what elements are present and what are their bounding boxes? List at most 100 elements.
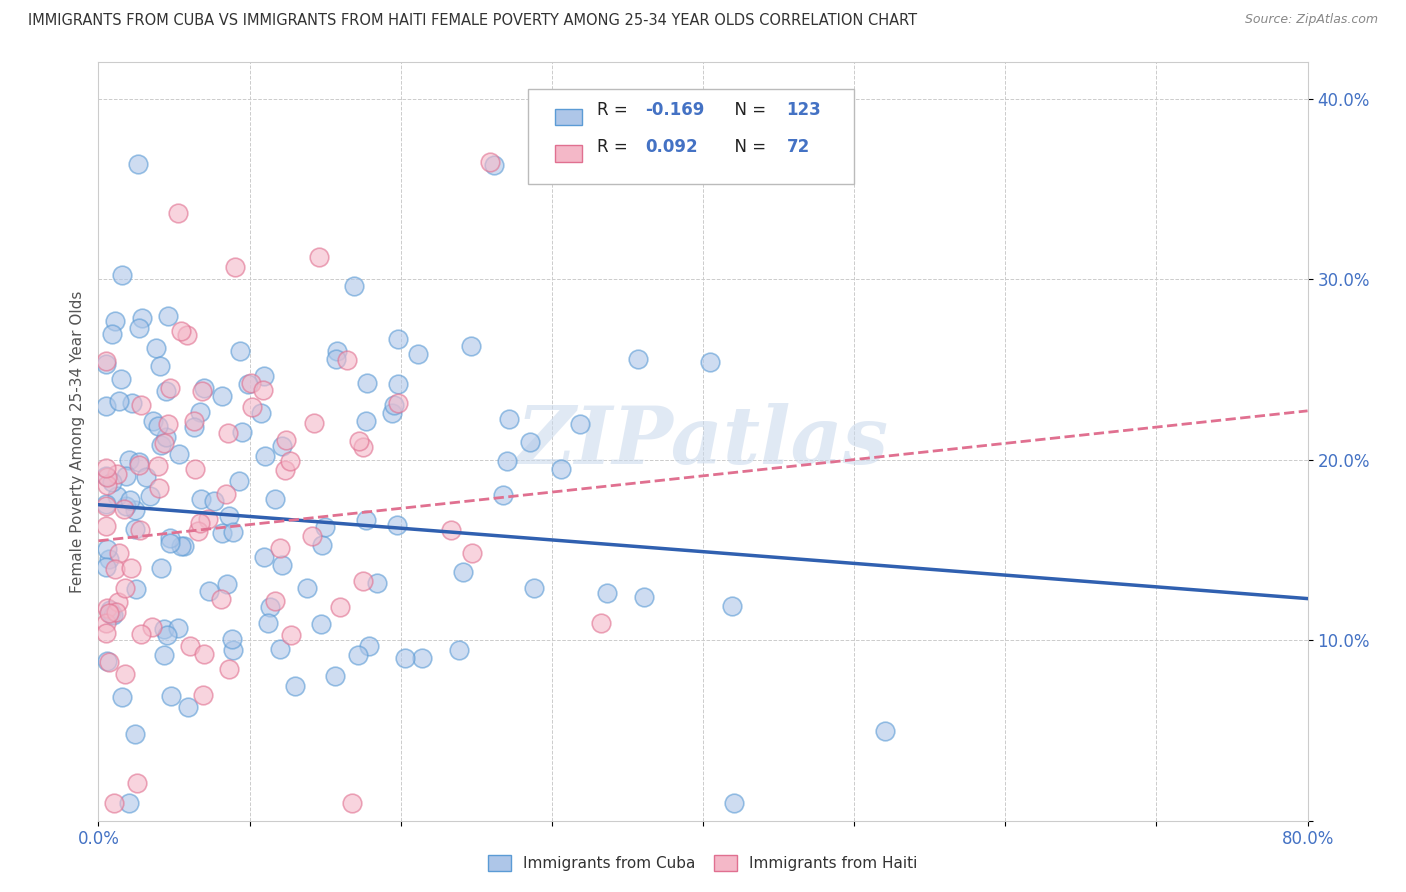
Point — [460, 339, 482, 353]
Point — [479, 154, 502, 169]
Point — [94, 354, 117, 368]
Point — [124, 522, 146, 536]
Point — [105, 467, 128, 481]
Point — [115, 469, 138, 483]
Point — [187, 524, 209, 538]
Point — [387, 333, 409, 347]
Point — [721, 599, 744, 614]
Point — [394, 650, 416, 665]
Point — [156, 628, 179, 642]
Point — [142, 414, 165, 428]
Point — [114, 500, 136, 514]
Y-axis label: Female Poverty Among 25-34 Year Olds: Female Poverty Among 25-34 Year Olds — [69, 291, 84, 592]
Point — [190, 491, 212, 506]
Point — [114, 667, 136, 681]
Point — [94, 399, 117, 413]
Point — [498, 411, 520, 425]
Point — [323, 669, 346, 683]
Point — [356, 376, 378, 391]
Point — [340, 796, 363, 810]
Point — [329, 600, 352, 615]
Point — [211, 389, 233, 403]
Point — [217, 426, 239, 441]
Point — [129, 524, 152, 538]
Text: Source: ZipAtlas.com: Source: ZipAtlas.com — [1244, 13, 1378, 27]
Point — [193, 647, 215, 661]
Point — [301, 529, 323, 543]
Point — [523, 581, 546, 595]
Point — [198, 584, 221, 599]
Point — [112, 502, 135, 516]
Point — [170, 539, 193, 553]
Point — [183, 414, 205, 428]
Point — [253, 550, 276, 565]
Point — [280, 454, 302, 468]
Point — [591, 616, 613, 631]
Point — [347, 648, 370, 663]
Point — [257, 615, 280, 630]
Point — [218, 508, 240, 523]
FancyBboxPatch shape — [555, 109, 582, 126]
Point — [108, 546, 131, 560]
Text: 0.092: 0.092 — [645, 137, 697, 155]
Point — [633, 590, 655, 604]
Point — [280, 628, 302, 642]
Point — [202, 494, 225, 508]
Point — [271, 558, 294, 573]
Point — [101, 608, 124, 623]
Point — [284, 679, 307, 693]
Point — [492, 488, 515, 502]
Point — [160, 689, 183, 703]
Point — [229, 343, 252, 358]
Point — [347, 434, 370, 449]
Point — [240, 376, 263, 390]
Point — [191, 688, 214, 702]
Text: N =: N = — [724, 101, 770, 120]
Point — [97, 655, 120, 669]
Point — [148, 418, 170, 433]
Point — [326, 343, 349, 358]
Point — [129, 398, 152, 412]
Point — [153, 648, 176, 662]
Point — [141, 620, 163, 634]
Point — [387, 517, 409, 532]
Point — [169, 324, 191, 338]
Point — [236, 377, 259, 392]
Point — [343, 278, 366, 293]
Point — [460, 546, 482, 560]
Point — [354, 513, 377, 527]
Point — [120, 560, 142, 574]
Point — [253, 369, 276, 384]
Point — [269, 641, 291, 656]
Point — [309, 616, 332, 631]
Text: ZIPatlas: ZIPatlas — [517, 403, 889, 480]
Point — [125, 582, 148, 597]
Point — [183, 420, 205, 434]
Text: -0.169: -0.169 — [645, 101, 704, 120]
Point — [96, 470, 118, 484]
Point — [211, 525, 233, 540]
Point — [252, 384, 274, 398]
Point — [96, 542, 118, 557]
Point — [352, 440, 374, 454]
Point — [188, 516, 211, 531]
Point — [264, 491, 287, 506]
Point — [96, 478, 118, 492]
Point — [149, 359, 172, 374]
Point — [325, 352, 347, 367]
Point — [159, 535, 181, 549]
Point — [209, 592, 232, 607]
Point — [311, 537, 333, 551]
Point — [228, 474, 250, 488]
Point — [148, 481, 170, 495]
Point — [302, 416, 325, 430]
Point — [129, 627, 152, 641]
Point — [94, 460, 117, 475]
Point — [381, 406, 404, 420]
Point — [449, 643, 471, 657]
Point — [366, 576, 388, 591]
Point — [191, 384, 214, 398]
Point — [153, 622, 176, 636]
Point — [105, 489, 128, 503]
Point — [387, 376, 409, 391]
